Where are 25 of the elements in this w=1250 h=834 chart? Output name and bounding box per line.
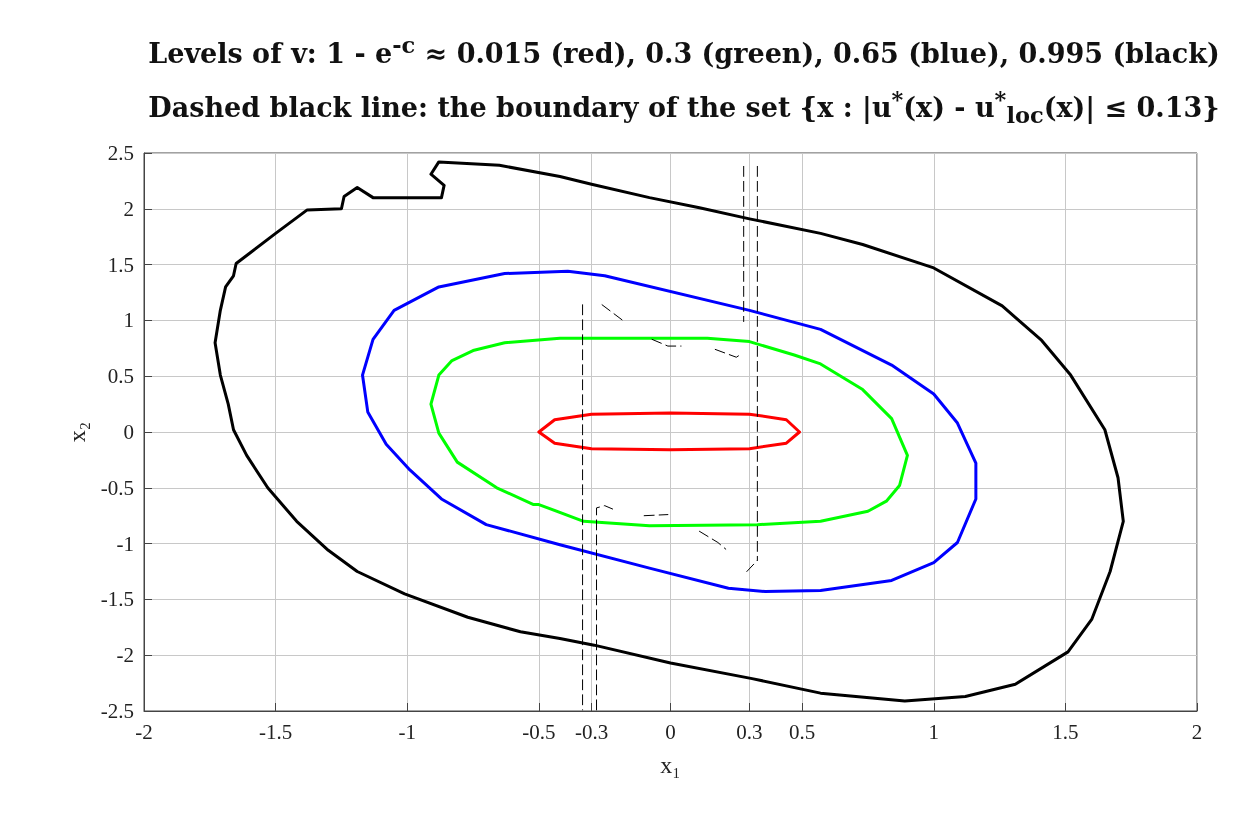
y-tick-label: 2 (123, 196, 134, 221)
x-tick-label: 1 (928, 719, 939, 744)
y-tick-label: 2.5 (107, 141, 134, 165)
x-tick-label: -0.5 (522, 719, 556, 744)
y-tick-label: -0.5 (100, 475, 134, 500)
x-axis-title: x₁ (660, 752, 681, 778)
x-tick-label: 2 (1191, 719, 1203, 744)
chart-subtitle: Dashed black line: the boundary of the set {x : |u$^{*}$(x) - u$^{*}$$_{loc}$(x)| ≤ 0.13} (147, 86, 1221, 129)
y-tick-label: -2 (116, 643, 134, 668)
x-tick-label: 0 (665, 719, 676, 744)
x-tick-label: -1.5 (259, 719, 293, 744)
x-tick-label: 1.5 (1052, 719, 1079, 744)
x-tick-label: -1 (398, 719, 416, 744)
x-tick-label: 0.5 (789, 719, 816, 744)
y-tick-label: -1 (116, 531, 134, 556)
y-tick-label: 1.5 (107, 252, 134, 277)
y-axis-title: x₂ (64, 421, 90, 443)
chart-title: Levels of v: 1 - e$^{-c}$ ≈ 0.015 (red), 0.3 (green), 0.65 (blue), 0.995 (black) (147, 32, 1221, 69)
x-tick-label: 0.3 (736, 719, 763, 744)
y-tick-label: 1 (123, 308, 134, 333)
y-tick-label: 0 (123, 420, 134, 444)
y-tick-label: -2.5 (100, 699, 134, 723)
x-tick-label: -0.3 (574, 719, 609, 744)
y-tick-label: 0.5 (107, 364, 134, 389)
y-tick-label: -1.5 (100, 587, 134, 612)
